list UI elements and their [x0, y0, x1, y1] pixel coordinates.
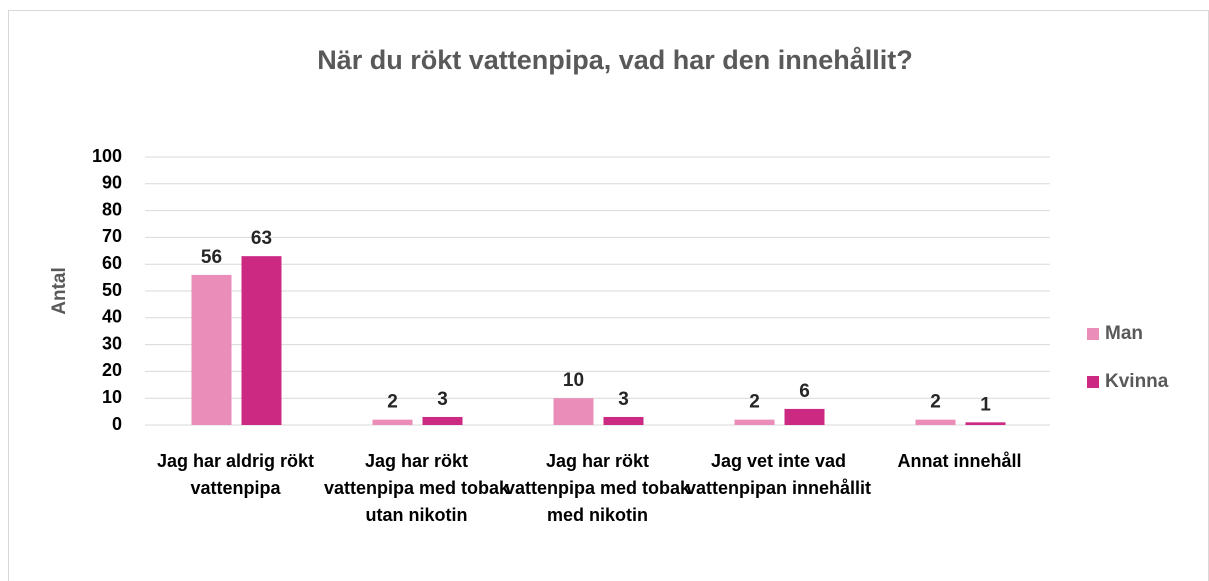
bar [553, 398, 594, 425]
value-label: 2 [749, 392, 760, 413]
value-label: 1 [980, 394, 991, 415]
bar [422, 416, 463, 425]
x-tick-line: med nikotin [547, 505, 648, 525]
y-tick-label: 70 [102, 226, 122, 246]
value-label: 63 [251, 228, 272, 249]
y-tick-label: 30 [102, 333, 122, 353]
x-tick-label: Annat innehåll [897, 451, 1021, 471]
legend-label: Kvinna [1105, 371, 1169, 392]
x-tick-label: Jag har rökt vattenpipa med tobak utan nik… [324, 451, 510, 525]
bar [603, 416, 644, 425]
value-label: 3 [437, 389, 448, 410]
value-label: 10 [563, 370, 584, 391]
x-tick-line: Annat innehåll [897, 451, 1021, 471]
x-tick-line: Jag har rökt [365, 451, 468, 471]
bar [915, 419, 956, 425]
y-axis-label: Antal [49, 267, 70, 315]
y-tick-label: 40 [102, 307, 122, 327]
chart-title: När du rökt vattenpipa, vad har den inne… [317, 45, 913, 75]
bar [965, 422, 1006, 425]
x-tick-line: vattenpipan innehållit [686, 478, 871, 498]
y-tick-label: 100 [92, 146, 122, 166]
x-tick-line: Jag har rökt [546, 451, 649, 471]
legend-label: Man [1105, 323, 1143, 344]
x-tick-line: vattenpipa [190, 478, 281, 498]
bar [784, 408, 825, 425]
y-tick-label: 20 [102, 360, 122, 380]
legend-swatch [1087, 376, 1099, 388]
value-label: 56 [201, 247, 222, 268]
y-tick-label: 60 [102, 253, 122, 273]
y-tick-label: 90 [102, 173, 122, 193]
y-tick-label: 80 [102, 199, 122, 219]
x-tick-label: Jag har aldrig rökt vattenpipa [157, 451, 314, 498]
value-label: 2 [930, 392, 941, 413]
x-tick-label: Jag har rökt vattenpipa med tobak med niko… [505, 451, 691, 525]
bar [372, 419, 413, 425]
bar [191, 274, 232, 425]
value-label: 6 [799, 381, 810, 402]
y-tick-label: 10 [102, 387, 122, 407]
y-tick-label: 0 [112, 414, 122, 434]
value-label: 3 [618, 389, 629, 410]
value-label: 2 [387, 392, 398, 413]
bar [241, 256, 282, 425]
x-tick-line: utan nikotin [366, 505, 468, 525]
x-tick-line: Jag vet inte vad [711, 451, 846, 471]
legend-swatch [1087, 328, 1099, 340]
x-tick-line: Jag har aldrig rökt [157, 451, 314, 471]
x-tick-line: vattenpipa med tobak [324, 478, 510, 498]
y-tick-label: 50 [102, 280, 122, 300]
x-tick-label: Jag vet inte vad vattenpipan innehållit [686, 451, 871, 498]
x-tick-line: vattenpipa med tobak [505, 478, 691, 498]
bar [734, 419, 775, 425]
